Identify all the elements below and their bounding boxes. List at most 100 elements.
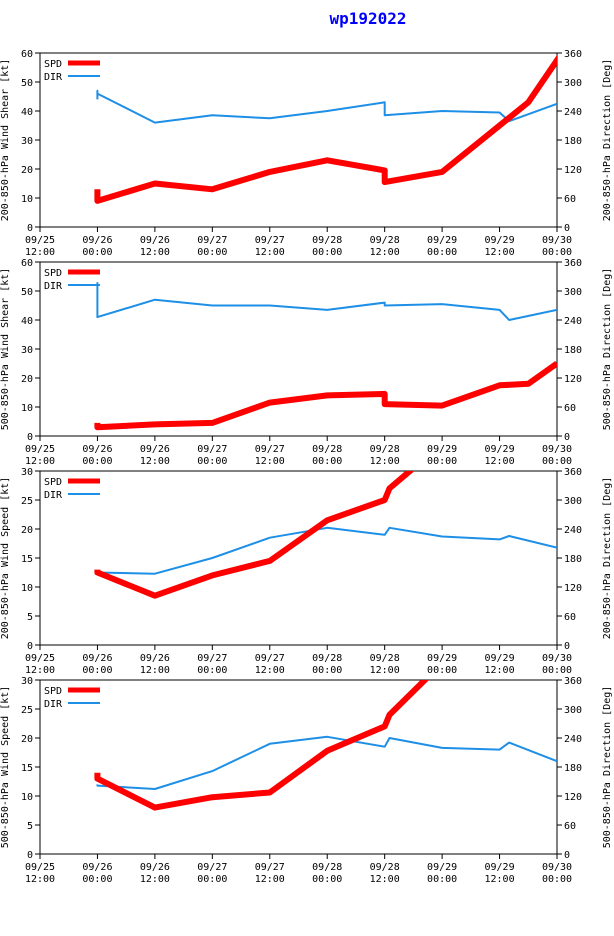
x-tick-date: 09/28 [312, 862, 342, 873]
left-y-tick-label: 10 [21, 194, 33, 205]
x-tick-time: 00:00 [197, 456, 227, 467]
x-tick-date: 09/27 [255, 444, 285, 455]
x-tick-date: 09/29 [427, 653, 457, 664]
right-y-tick-label: 360 [564, 258, 582, 269]
x-tick-date: 09/28 [312, 444, 342, 455]
right-y-tick-label: 60 [564, 403, 576, 414]
x-tick-date: 09/30 [542, 444, 572, 455]
right-y-tick-label: 240 [564, 734, 582, 745]
right-y-tick-label: 360 [564, 676, 582, 687]
right-y-tick-label: 240 [564, 316, 582, 327]
right-y-tick-label: 300 [564, 287, 582, 298]
right-y-tick-label: 180 [564, 345, 582, 356]
x-tick-date: 09/28 [370, 444, 400, 455]
x-tick-time: 12:00 [485, 247, 515, 258]
x-tick-time: 12:00 [370, 456, 400, 467]
right-y-axis-title: 200-850-hPa Direction [Deg] [602, 59, 613, 222]
x-tick-time: 12:00 [140, 247, 170, 258]
right-y-tick-label: 60 [564, 612, 576, 623]
x-tick-date: 09/26 [140, 235, 170, 246]
x-tick-time: 00:00 [427, 456, 457, 467]
left-y-tick-label: 10 [21, 583, 33, 594]
x-tick-time: 00:00 [427, 247, 457, 258]
x-tick-time: 12:00 [255, 247, 285, 258]
right-y-tick-label: 240 [564, 525, 582, 536]
right-y-tick-label: 120 [564, 165, 582, 176]
x-tick-date: 09/29 [485, 862, 515, 873]
left-y-tick-label: 10 [21, 792, 33, 803]
x-tick-time: 12:00 [25, 456, 55, 467]
left-y-tick-label: 0 [27, 641, 33, 652]
dir-series-line [96, 89, 557, 124]
x-tick-date: 09/25 [25, 862, 55, 873]
x-tick-time: 00:00 [312, 247, 342, 258]
plot-frame [39, 261, 558, 437]
plot-frame [39, 470, 558, 646]
spd-series-line [94, 471, 415, 599]
right-y-tick-label: 0 [564, 223, 570, 234]
left-y-tick-label: 20 [21, 374, 33, 385]
left-y-axis-title: 500-850-hPa Wind Shear [kt] [0, 268, 11, 431]
x-tick-date: 09/30 [542, 862, 572, 873]
left-y-axis-title: 200-850-hPa Wind Shear [kt] [0, 59, 11, 222]
right-y-tick-label: 300 [564, 496, 582, 507]
x-tick-date: 09/29 [427, 235, 457, 246]
left-y-tick-label: 0 [27, 850, 33, 861]
right-y-axis-title: 500-850-hPa Direction [Deg] [602, 686, 613, 849]
right-y-tick-label: 60 [564, 194, 576, 205]
left-y-tick-label: 15 [21, 763, 33, 774]
x-tick-time: 12:00 [255, 665, 285, 676]
x-tick-time: 12:00 [485, 456, 515, 467]
x-tick-date: 09/27 [197, 653, 227, 664]
x-tick-time: 12:00 [25, 247, 55, 258]
x-tick-date: 09/26 [82, 235, 112, 246]
right-y-axis-title: 500-850-hPa Direction [Deg] [602, 268, 613, 431]
spd-series-line [94, 54, 557, 204]
x-tick-date: 09/29 [485, 653, 515, 664]
x-tick-date: 09/25 [25, 235, 55, 246]
x-tick-date: 09/27 [197, 444, 227, 455]
legend-label-spd: SPD [44, 268, 62, 279]
x-tick-date: 09/29 [427, 444, 457, 455]
left-y-tick-label: 20 [21, 165, 33, 176]
legend-label-spd: SPD [44, 59, 62, 70]
x-tick-time: 00:00 [82, 874, 112, 885]
right-y-tick-label: 120 [564, 792, 582, 803]
right-y-tick-label: 300 [564, 705, 582, 716]
x-tick-date: 09/28 [312, 235, 342, 246]
x-tick-date: 09/26 [140, 862, 170, 873]
x-tick-date: 09/26 [82, 862, 112, 873]
right-y-axis-title: 200-850-hPa Direction [Deg] [602, 477, 613, 640]
x-tick-time: 00:00 [82, 247, 112, 258]
x-tick-time: 12:00 [485, 665, 515, 676]
left-y-tick-label: 40 [21, 107, 33, 118]
right-y-tick-label: 180 [564, 554, 582, 565]
x-tick-time: 00:00 [197, 665, 227, 676]
x-tick-date: 09/28 [370, 862, 400, 873]
x-tick-time: 00:00 [427, 874, 457, 885]
right-y-tick-label: 0 [564, 850, 570, 861]
left-y-axis-title: 500-850-hPa Wind Speed [kt] [0, 686, 11, 849]
x-tick-date: 09/26 [82, 653, 112, 664]
x-tick-time: 12:00 [255, 874, 285, 885]
x-tick-time: 12:00 [140, 874, 170, 885]
left-y-tick-label: 5 [27, 612, 33, 623]
legend-label-dir: DIR [44, 699, 63, 710]
right-y-tick-label: 120 [564, 583, 582, 594]
x-tick-time: 00:00 [197, 874, 227, 885]
left-y-tick-label: 50 [21, 78, 33, 89]
left-y-tick-label: 60 [21, 49, 33, 60]
x-tick-date: 09/29 [427, 862, 457, 873]
x-tick-time: 00:00 [197, 247, 227, 258]
x-tick-date: 09/28 [312, 653, 342, 664]
legend-label-dir: DIR [44, 72, 63, 83]
legend-label-dir: DIR [44, 490, 63, 501]
x-tick-time: 12:00 [370, 247, 400, 258]
x-tick-date: 09/26 [82, 444, 112, 455]
dir-series-line [96, 735, 557, 790]
plot-frame [39, 679, 558, 855]
x-tick-date: 09/28 [370, 235, 400, 246]
right-y-tick-label: 180 [564, 136, 582, 147]
x-tick-time: 12:00 [140, 456, 170, 467]
